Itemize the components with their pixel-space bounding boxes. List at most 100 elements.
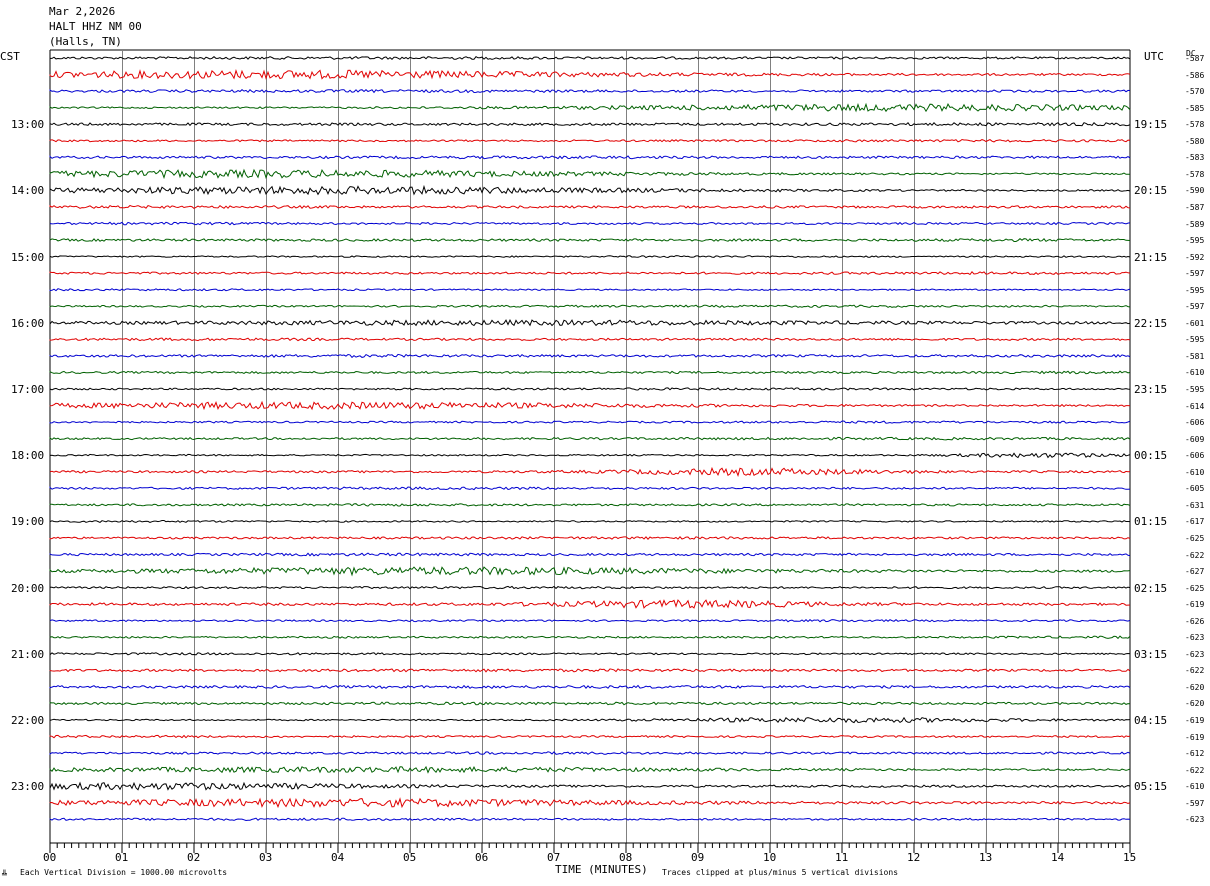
dc-offset-label: -590 [1185, 186, 1205, 196]
cst-hour-label: 16:00 [11, 316, 45, 330]
seismic-trace [49, 817, 1131, 822]
seismic-trace [49, 168, 1130, 180]
x-tick-label: 04 [331, 851, 345, 864]
utc-hour-label: 23:15 [1134, 383, 1168, 396]
dc-offset-label: -597 [1185, 269, 1205, 279]
x-axis-title: TIME (MINUTES) [555, 863, 648, 876]
dc-offset-label: -595 [1185, 385, 1205, 394]
dc-offset-label: -597 [1185, 302, 1205, 312]
seismic-trace [49, 452, 1131, 459]
x-tick-label: 06 [475, 851, 489, 864]
dc-offset-label: -589 [1185, 219, 1205, 229]
dc-offset-label: -610 [1185, 782, 1205, 792]
dc-offset-label: -610 [1185, 368, 1205, 378]
seismic-trace [49, 318, 1131, 327]
dc-offset-label: -610 [1185, 467, 1205, 477]
seismic-trace [49, 387, 1131, 391]
cst-hour-label: 22:00 [11, 714, 45, 727]
seismic-trace [49, 797, 1131, 809]
dc-offset-label: -597 [1185, 798, 1205, 808]
dc-offset-label: -626 [1185, 616, 1205, 626]
seismic-trace [49, 684, 1131, 689]
x-tick-label: 07 [547, 851, 561, 864]
cst-hour-label: 21:00 [11, 647, 45, 661]
x-tick-label: 02 [187, 851, 201, 864]
dc-offset-label: -595 [1185, 285, 1205, 295]
dc-offset-label: -592 [1185, 252, 1205, 262]
seismic-trace [49, 56, 1131, 60]
x-tick-label: 10 [763, 851, 777, 864]
dc-offset-label: -595 [1185, 335, 1205, 345]
dc-offset-label: -583 [1185, 153, 1205, 163]
cst-hour-label: 14:00 [11, 184, 45, 198]
x-tick-label: 08 [619, 851, 633, 864]
dc-offset-label: -620 [1185, 682, 1205, 692]
cst-hour-label: 18:00 [11, 449, 45, 463]
seismic-trace [49, 781, 1131, 791]
seismic-trace [49, 88, 1131, 94]
seismic-trace [49, 536, 1131, 540]
dc-offset-label: -606 [1185, 418, 1205, 428]
dc-offset-label: -587 [1185, 202, 1205, 212]
dc-offset-label: -623 [1185, 649, 1205, 659]
dc-offset-label: -595 [1185, 236, 1205, 246]
dc-offset-label: -623 [1185, 815, 1205, 825]
seismic-trace [49, 486, 1131, 491]
utc-hour-label: 01:15 [1134, 515, 1168, 529]
dc-offset-label: -578 [1185, 169, 1205, 179]
dc-offset-label: -605 [1185, 484, 1205, 494]
station-code: HALT HHZ NM 00 [49, 20, 142, 33]
utc-hour-label: 20:15 [1134, 184, 1168, 198]
corner-mark: ╩ [2, 870, 7, 879]
x-tick-label: 03 [259, 851, 273, 864]
seismic-trace [49, 520, 1131, 523]
right-timezone-label: UTC [1144, 50, 1164, 63]
dc-offset-label: -622 [1185, 765, 1205, 775]
x-tick-label: 15 [1123, 851, 1137, 864]
cst-hour-label: 23:00 [11, 780, 45, 794]
dc-offset-label: -585 [1185, 103, 1205, 113]
utc-hour-label: 19:15 [1134, 118, 1168, 132]
seismic-trace [49, 370, 1131, 375]
seismic-trace [49, 436, 1131, 441]
utc-hour-label: 21:15 [1134, 250, 1168, 264]
seismic-trace [49, 552, 1131, 557]
seismic-trace [49, 651, 1131, 656]
seismic-trace [49, 765, 1131, 774]
dc-offset-label: -609 [1185, 434, 1205, 444]
seismic-trace [49, 204, 1131, 210]
dc-offset-label: -623 [1185, 633, 1205, 643]
left-timezone-label: CST [0, 50, 20, 63]
seismic-trace [49, 155, 1131, 160]
cst-hour-label: 19:00 [11, 515, 45, 529]
dc-offset-label: -619 [1185, 600, 1205, 610]
dc-offset-label: -586 [1185, 70, 1205, 80]
seismic-trace [49, 619, 1131, 623]
trace-group [49, 56, 1131, 822]
seismic-trace [49, 184, 1131, 196]
dc-offset-label: -601 [1185, 318, 1205, 328]
utc-hour-label: 05:15 [1134, 780, 1168, 794]
seismic-trace [49, 353, 1131, 359]
clip-note: Traces clipped at plus/minus 5 vertical … [662, 868, 899, 877]
dc-offset-label: -580 [1185, 136, 1205, 146]
dc-offset-label: -622 [1185, 666, 1205, 676]
record-date: Mar 2,2026 [49, 5, 116, 18]
dc-offset-label: -622 [1185, 550, 1205, 560]
utc-hour-label: 22:15 [1134, 316, 1168, 330]
dc-offset-label: -581 [1185, 351, 1205, 361]
dc-offset-label: -619 [1185, 732, 1205, 742]
dc-offset-label: -627 [1185, 567, 1205, 577]
seismic-trace [49, 69, 1131, 80]
seismic-trace [49, 503, 1131, 507]
dc-offset-label: -614 [1185, 401, 1205, 411]
seismic-trace [49, 337, 1131, 342]
seismic-trace [49, 466, 1131, 477]
seismic-trace [49, 138, 1131, 143]
utc-hour-label: 04:15 [1134, 714, 1168, 727]
dc-offset-label: -619 [1185, 716, 1205, 725]
seismic-trace [49, 734, 1131, 739]
cst-hour-label: 13:00 [11, 118, 45, 132]
seismic-trace [49, 271, 1131, 276]
